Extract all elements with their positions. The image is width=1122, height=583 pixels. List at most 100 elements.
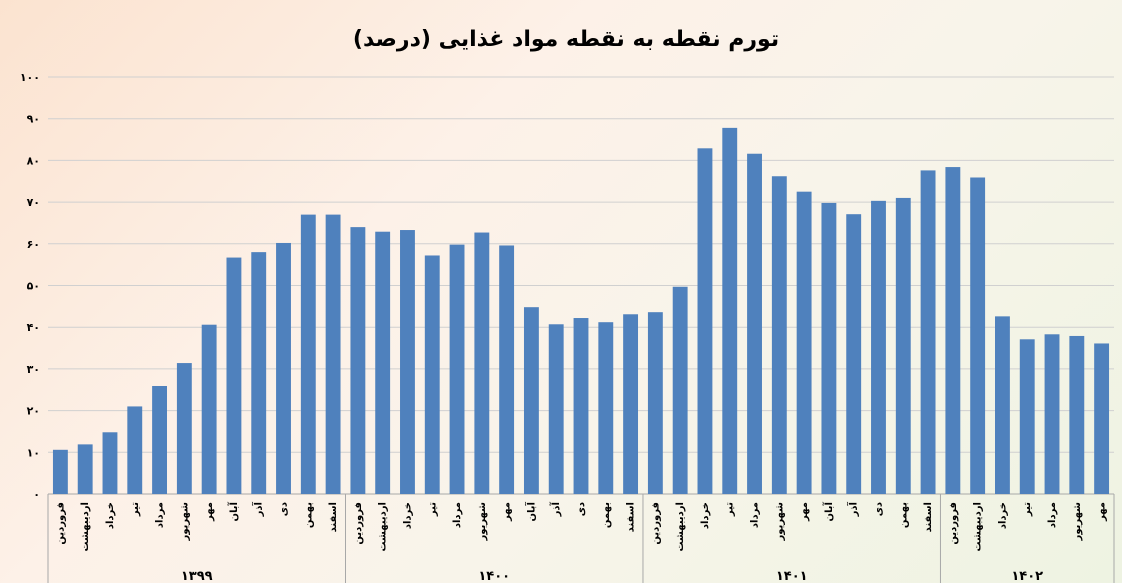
x-tick-label: مرداد bbox=[750, 502, 761, 528]
x-tick-label: آذر bbox=[847, 501, 860, 517]
bar bbox=[722, 127, 738, 495]
bar bbox=[400, 230, 415, 494]
x-tick-label: بهمن bbox=[303, 502, 314, 528]
bar bbox=[52, 449, 68, 494]
x-tick-label: مهر bbox=[204, 502, 215, 522]
x-tick-label: دی bbox=[576, 502, 587, 516]
x-tick-label: مهر bbox=[799, 502, 810, 522]
bar bbox=[152, 385, 167, 494]
bar bbox=[77, 444, 93, 494]
x-tick-label: بهمن bbox=[601, 502, 612, 528]
bar bbox=[672, 286, 688, 494]
bar bbox=[747, 153, 762, 494]
x-tick-label: مهر bbox=[1097, 502, 1108, 522]
bar bbox=[276, 242, 291, 494]
bar bbox=[1044, 334, 1060, 494]
bar bbox=[623, 314, 639, 494]
bar bbox=[1069, 335, 1085, 494]
x-tick-label: شهریور bbox=[477, 502, 488, 542]
x-tick-label: دی bbox=[279, 502, 290, 516]
bar bbox=[647, 312, 663, 494]
chart-title: تورم نقطه به نقطه مواد غذایی (درصد) bbox=[353, 27, 779, 52]
x-tick-label: مرداد bbox=[155, 502, 166, 528]
x-tick-label: آبان bbox=[524, 501, 537, 521]
bar bbox=[449, 244, 465, 494]
x-tick-label: تیر bbox=[130, 502, 141, 517]
x-tick-label: فروردین bbox=[948, 502, 959, 545]
y-tick-label: ۰ bbox=[33, 488, 40, 501]
bar bbox=[523, 307, 539, 494]
x-tick-label: خرداد bbox=[402, 502, 413, 529]
x-tick-label: دی bbox=[873, 502, 884, 516]
x-tick-label: اردیبهشت bbox=[378, 502, 389, 552]
bar bbox=[251, 252, 267, 494]
bar bbox=[1019, 339, 1035, 494]
year-group-label: ۱۴۰۰ bbox=[478, 569, 510, 583]
x-tick-label: اسفند bbox=[923, 502, 934, 532]
y-tick-label: ۴۰ bbox=[27, 321, 40, 334]
x-tick-label: آبان bbox=[227, 501, 240, 521]
bar bbox=[895, 197, 911, 494]
y-tick-label: ۲۰ bbox=[27, 405, 40, 418]
x-tick-label: اردیبهشت bbox=[973, 502, 984, 552]
bar bbox=[1094, 343, 1110, 494]
bar bbox=[920, 170, 936, 494]
x-tick-label: اسفند bbox=[328, 502, 339, 532]
bar bbox=[697, 148, 713, 494]
bar bbox=[573, 318, 589, 494]
year-group-label: ۱۳۹۹ bbox=[181, 569, 213, 583]
x-tick-label: بهمن bbox=[898, 502, 909, 528]
bar bbox=[796, 191, 812, 495]
bar bbox=[201, 324, 217, 494]
x-tick-label: اردیبهشت bbox=[80, 502, 91, 552]
bar bbox=[300, 214, 316, 495]
x-tick-label: آذر bbox=[549, 501, 562, 517]
bar bbox=[598, 322, 614, 494]
bar bbox=[945, 167, 961, 494]
bar bbox=[846, 214, 862, 494]
bar bbox=[424, 255, 440, 494]
x-tick-label: خرداد bbox=[700, 502, 711, 529]
y-tick-label: ۱۰ bbox=[27, 446, 40, 459]
bar bbox=[102, 432, 118, 494]
x-tick-label: تیر bbox=[427, 502, 438, 517]
x-tick-label: آذر bbox=[252, 501, 265, 517]
bar bbox=[127, 406, 143, 494]
bar bbox=[771, 176, 787, 494]
x-tick-label: خرداد bbox=[997, 502, 1008, 529]
x-tick-label: آبان bbox=[822, 501, 835, 521]
x-tick-label: شهریور bbox=[1072, 502, 1083, 542]
bar bbox=[970, 177, 986, 494]
y-axis-ticks: ۰ ۱۰ ۲۰ ۳۰ ۴۰ ۵۰ ۶۰ ۷۰ ۸۰ ۹۰ ۱۰۰ bbox=[20, 71, 40, 501]
bar bbox=[325, 214, 341, 495]
bar bbox=[474, 232, 490, 494]
x-tick-label: خرداد bbox=[105, 502, 116, 529]
x-tick-label: تیر bbox=[725, 502, 736, 517]
bar bbox=[375, 231, 391, 494]
x-tick-label: مرداد bbox=[452, 502, 463, 528]
bar bbox=[871, 200, 886, 494]
x-tick-label: مرداد bbox=[1047, 502, 1058, 528]
x-tick-label: تیر bbox=[1022, 502, 1033, 517]
x-tick-label: فروردین bbox=[55, 502, 66, 545]
bars bbox=[52, 127, 1110, 495]
x-tick-label: شهریور bbox=[774, 502, 785, 542]
year-groups: ۱۳۹۹ ۱۴۰۰ ۱۴۰۱ ۱۴۰۲ bbox=[47, 494, 1115, 583]
bar bbox=[548, 324, 564, 494]
bar bbox=[499, 245, 515, 494]
bar bbox=[995, 316, 1010, 494]
x-tick-label: اردیبهشت bbox=[675, 502, 686, 552]
y-tick-label: ۳۰ bbox=[27, 363, 40, 376]
bar bbox=[176, 363, 192, 494]
y-tick-label: ۵۰ bbox=[27, 280, 40, 293]
year-group-label: ۱۴۰۱ bbox=[776, 569, 808, 583]
y-tick-label: ۱۰۰ bbox=[20, 71, 40, 84]
x-tick-label: فروردین bbox=[353, 502, 364, 545]
x-tick-label: شهریور bbox=[179, 502, 190, 542]
bar bbox=[821, 202, 837, 494]
x-tick-label: مهر bbox=[502, 502, 513, 522]
y-tick-label: ۷۰ bbox=[27, 196, 40, 209]
year-group-label: ۱۴۰۲ bbox=[1011, 569, 1043, 583]
